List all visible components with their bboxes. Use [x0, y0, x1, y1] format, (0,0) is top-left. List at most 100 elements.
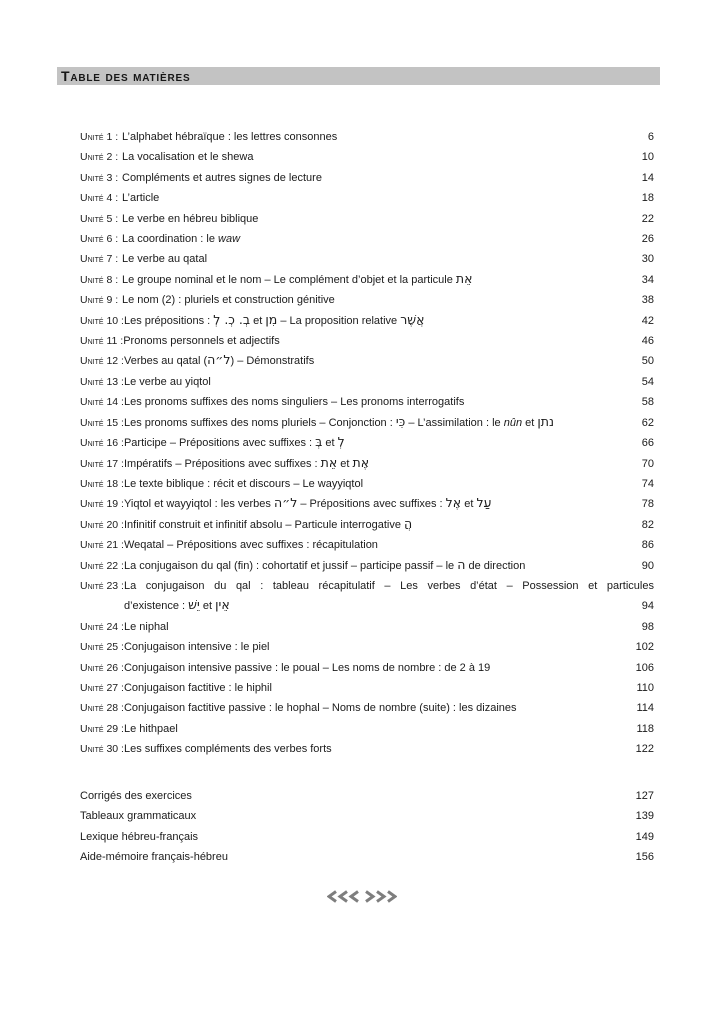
back-matter-list: Corrigés des exercices 127 Tableaux gramma… — [80, 786, 654, 868]
toc-entry-title-line2: d’existence : יֵשׁ et אֵין 94 — [124, 596, 654, 616]
title-text: L’article — [122, 192, 160, 205]
hebrew-text: כִּי — [395, 413, 406, 429]
toc-entry-page: 26 — [641, 233, 654, 246]
toc-entry-page: 54 — [641, 375, 654, 388]
title-text: Le texte biblique : récit et discours – … — [123, 477, 364, 490]
toc-entry-page: 66 — [641, 437, 654, 450]
title-text: Le verbe en hébreu biblique — [122, 212, 259, 225]
toc-entry-label: Unité 5 : — [80, 212, 119, 225]
hebrew-text: בְ. כְ. לְ — [213, 311, 251, 327]
toc-entry-page: 14 — [641, 171, 654, 184]
back-matter-title: Lexique hébreu-français — [80, 830, 199, 843]
toc-entry: Unité 2 : La vocalisation et le shewa 10 — [80, 147, 654, 167]
toc-entry: Unité 23 : La conjugaison du qal : tablea… — [80, 576, 654, 617]
toc-entry-label: Unité 27 : — [80, 681, 124, 694]
toc-entry-label: Unité 18 : — [80, 477, 124, 490]
back-matter-page: 139 — [635, 810, 654, 823]
toc-entry-label: Unité 21 : — [80, 539, 124, 552]
hebrew-text: ל״ה — [207, 352, 231, 368]
toc-entry: Unité 22 : La conjugaison du qal (fin) : … — [80, 556, 654, 576]
toc-entry-label: Unité 20 : — [80, 518, 124, 531]
toc-entry: Unité 29 : Le hithpael 118 — [80, 719, 654, 739]
toc-entry-label: Unité 11 : — [80, 335, 124, 348]
hebrew-text: אֶת — [352, 454, 370, 470]
title-text: Conjugaison factitive passive : le hopha… — [123, 702, 517, 715]
toc-entry-page: 98 — [641, 620, 654, 633]
title-text: L’alphabet hébraïque : les lettres conso… — [122, 131, 338, 143]
toc-entry: Unité 21 : Weqatal – Prépositions avec su… — [80, 535, 654, 555]
toc-entry-title: d’existence : יֵשׁ et אֵין — [124, 596, 628, 616]
hebrew-text: אֶל — [445, 495, 462, 511]
toc-entry: Unité 14 : Les pronoms suffixes des noms … — [80, 392, 654, 412]
hebrew-text: לְ — [337, 434, 345, 450]
hebrew-text: נתן — [537, 413, 554, 429]
title-text: Verbes au qatal ( — [123, 355, 208, 368]
title-text: Conjugaison factitive : le hiphil — [123, 681, 272, 694]
toc-entry-title: L’alphabet hébraïque : les lettres conso… — [122, 127, 628, 147]
toc-entry: Unité 1 : L’alphabet hébraïque : les lett… — [80, 127, 654, 147]
toc-entry-page: 94 — [641, 600, 654, 613]
toc-entry-page: 18 — [641, 192, 654, 205]
title-text: La conjugaison du qal (fin) : cohortatif… — [123, 559, 458, 572]
back-matter-item: Corrigés des exercices 127 — [80, 786, 654, 806]
toc-entry: Unité 3 : Compléments et autres signes de… — [80, 168, 654, 188]
toc-entry: Unité 15 : Les pronoms suffixes des noms … — [80, 413, 654, 433]
toc-entry-title: Le verbe en hébreu biblique — [122, 209, 628, 229]
toc-entry-page: 6 — [647, 131, 654, 143]
toc-entry-label: Unité 22 : — [80, 559, 124, 572]
toc-entry-title: Le verbe au qatal — [122, 249, 628, 269]
title-text: Compléments et autres signes de lecture — [122, 171, 322, 184]
toc-entry: Unité 11 : Pronoms personnels et adjectif… — [80, 331, 654, 351]
toc-entry-label: Unité 13 : — [80, 375, 124, 388]
toc-entry-title: Les pronoms suffixes des noms singuliers… — [124, 392, 628, 412]
toc-entry-title: Les suffixes compléments des verbes fort… — [124, 739, 628, 759]
title-text: Weqatal – Prépositions avec suffixes : r… — [123, 539, 378, 552]
toc-entry: Unité 9 : Le nom (2) : pluriels et constr… — [80, 290, 654, 310]
back-matter-item: Lexique hébreu-français 149 — [80, 827, 654, 847]
title-text: et — [522, 416, 538, 429]
toc-entry: Unité 16 : Participe – Prépositions avec … — [80, 433, 654, 453]
toc-entry-page: 62 — [641, 416, 654, 429]
back-matter-title: Corrigés des exercices — [80, 790, 192, 802]
toc-entry-label: Unité 9 : — [80, 294, 119, 307]
toc-entry-page: 86 — [641, 539, 654, 552]
title-text: La vocalisation et le shewa — [122, 151, 254, 164]
title-text: et — [461, 498, 477, 511]
toc-entry-page: 106 — [635, 661, 654, 674]
toc-entry-label: Unité 1 : — [80, 131, 119, 143]
toc-entry-title: Yiqtol et wayyiqtol : les verbes ל״ה – P… — [124, 494, 628, 514]
toc-entry-label: Unité 16 : — [80, 437, 124, 450]
toc-entry-title: La coordination : le waw — [122, 229, 628, 249]
toc-entry-page: 122 — [635, 743, 654, 756]
title-text: – La proposition relative — [277, 314, 401, 327]
toc-entry-label: Unité 17 : — [80, 457, 124, 470]
toc-entry-page: 46 — [641, 335, 654, 348]
toc-entry-page: 78 — [641, 498, 654, 511]
toc-entry: Unité 5 : Le verbe en hébreu biblique 22 — [80, 209, 654, 229]
toc-entry-label: Unité 6 : — [80, 233, 119, 246]
toc-entry-page: 74 — [641, 477, 654, 490]
toc-entry-label: Unité 12 : — [80, 355, 124, 368]
toc-entry-page: 50 — [641, 355, 654, 368]
toc-list: Unité 1 : L’alphabet hébraïque : les lett… — [80, 127, 654, 760]
toc-entry-title: Le nom (2) : pluriels et construction gé… — [122, 290, 628, 310]
title-text: – Prépositions avec suffixes : — [297, 498, 446, 511]
toc-entry-page: 90 — [641, 559, 654, 572]
toc-entry-label: Unité 14 : — [80, 396, 124, 409]
hebrew-text: אֵין — [215, 597, 230, 613]
toc-entry-title: Le verbe au yiqtol — [124, 372, 628, 392]
toc-entry: Unité 8 : Le groupe nominal et le nom – L… — [80, 270, 654, 290]
toc-entry-label: Unité 15 : — [80, 416, 124, 429]
toc-entry-page: 70 — [641, 457, 654, 470]
toc-entry-title: Impératifs – Prépositions avec suffixes … — [124, 454, 628, 474]
title-text: et — [199, 600, 216, 613]
title-text: Le niphal — [123, 620, 169, 633]
toc-entry-page: 110 — [636, 681, 654, 694]
hebrew-text: ל״ה — [273, 495, 298, 511]
title-text: et — [250, 314, 266, 327]
title-text: nûn — [503, 416, 523, 429]
toc-entry: Unité 24 : Le niphal 98 — [80, 617, 654, 637]
back-matter-page: 127 — [635, 790, 654, 802]
toc-entry: Unité 4 : L’article 18 — [80, 188, 654, 208]
toc-entry: Unité 27 : Conjugaison factitive : le hip… — [80, 678, 654, 698]
